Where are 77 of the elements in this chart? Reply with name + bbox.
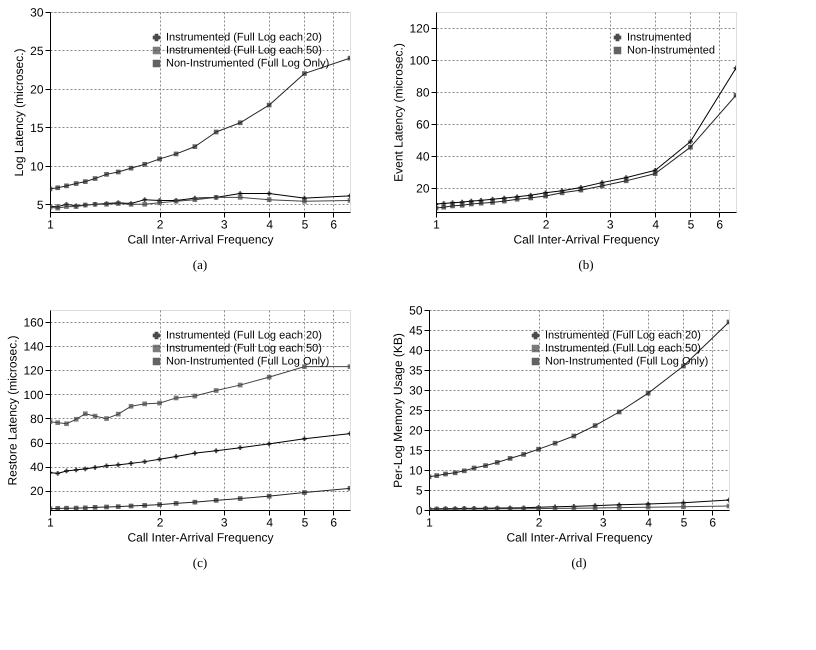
- y-tick-label: 40: [409, 344, 423, 358]
- y-tick-label: 0: [416, 504, 423, 518]
- legend-label: Instrumented: [627, 32, 692, 44]
- text: (b): [578, 257, 594, 272]
- x-axis-title: Call Inter-Arrival Frequency: [506, 530, 653, 544]
- y-axis-title: Per-Log Memory Usage (KB): [391, 333, 406, 488]
- legend-label: Non-Instrumented: [627, 44, 716, 56]
- text: (c): [192, 555, 208, 570]
- x-tick-label: 2: [156, 218, 164, 232]
- y-tick-label: 80: [30, 412, 44, 426]
- y-tick-label: 20: [30, 82, 44, 96]
- y-tick-label: 10: [409, 464, 423, 478]
- y-tick-label: 80: [416, 86, 430, 100]
- legend-label: Non-Instrumented (Full Log Only): [166, 58, 330, 70]
- x-tick-label: 4: [652, 218, 660, 232]
- y-tick-label: 25: [409, 404, 423, 418]
- x-tick-label: 5: [688, 218, 695, 232]
- x-axis-title: Call Inter-Arrival Frequency: [513, 232, 660, 246]
- y-tick-label: 25: [30, 44, 44, 58]
- text: (a): [192, 257, 208, 272]
- x-tick-label: 1: [47, 516, 54, 530]
- legend-label: Non-Instrumented (Full Log Only): [166, 356, 330, 368]
- x-tick-label: 1: [433, 218, 440, 232]
- text: (d): [571, 555, 587, 570]
- x-tick-label: 4: [266, 218, 274, 232]
- x-tick-label: 5: [302, 516, 309, 530]
- y-tick-label: 140: [23, 340, 44, 354]
- x-tick-label: 3: [220, 516, 228, 530]
- y-tick-label: 40: [30, 460, 44, 474]
- x-tick-label: 5: [302, 218, 309, 232]
- y-axis-title: Restore Latency (microsec.): [5, 335, 20, 486]
- y-tick-label: 15: [30, 120, 44, 135]
- x-tick-label: 2: [542, 218, 550, 232]
- y-axis-title: Log Latency (microsec.): [12, 48, 26, 177]
- y-tick-label: 30: [30, 6, 44, 20]
- x-tick-label: 4: [266, 516, 274, 530]
- x-tick-label: 6: [330, 218, 338, 232]
- x-tick-label: 5: [680, 516, 688, 530]
- y-tick-label: 40: [416, 150, 430, 164]
- y-tick-label: 30: [409, 384, 423, 398]
- y-tick-label: 50: [409, 304, 423, 318]
- legend-label: Instrumented (Full Log each 20): [166, 32, 322, 44]
- y-tick-label: 20: [409, 424, 423, 438]
- y-tick-label: 20: [30, 484, 44, 498]
- x-tick-label: 6: [330, 516, 338, 530]
- x-axis-title: Call Inter-Arrival Frequency: [127, 232, 274, 246]
- y-tick-label: 160: [23, 316, 44, 330]
- legend-label: Instrumented (Full Log each 50): [166, 44, 322, 56]
- x-tick-label: 2: [156, 516, 164, 530]
- x-tick-label: 6: [709, 516, 716, 530]
- y-tick-label: 60: [30, 436, 44, 450]
- x-tick-label: 4: [645, 516, 652, 530]
- x-tick-label: 3: [606, 218, 614, 232]
- legend-label: Instrumented (Full Log each 50): [166, 342, 322, 354]
- x-tick-label: 2: [536, 516, 543, 530]
- x-tick-label: 3: [600, 516, 607, 530]
- x-axis-title: Call Inter-Arrival Frequency: [127, 530, 274, 544]
- y-tick-label: 5: [36, 198, 44, 212]
- y-tick-label: 120: [409, 22, 430, 36]
- x-tick-label: 1: [426, 516, 434, 530]
- y-tick-label: 5: [416, 484, 423, 498]
- legend-label: Instrumented (Full Log each 20): [545, 330, 701, 342]
- y-tick-label: 35: [409, 364, 423, 378]
- x-tick-label: 6: [716, 218, 724, 232]
- y-tick-label: 100: [23, 388, 44, 402]
- y-tick-label: 45: [409, 324, 423, 338]
- y-tick-label: 15: [409, 444, 423, 458]
- y-tick-label: 120: [23, 364, 44, 378]
- x-tick-label: 3: [220, 218, 228, 232]
- legend-label: Instrumented (Full Log each 50): [545, 342, 701, 354]
- y-tick-label: 100: [409, 54, 430, 68]
- x-tick-label: 1: [47, 218, 54, 232]
- y-tick-label: 60: [416, 118, 430, 132]
- legend-label: Instrumented (Full Log each 20): [166, 330, 322, 342]
- y-tick-label: 20: [416, 182, 430, 196]
- y-tick-label: 10: [30, 159, 44, 174]
- y-axis-title: Event Latency (microsec.): [391, 43, 406, 182]
